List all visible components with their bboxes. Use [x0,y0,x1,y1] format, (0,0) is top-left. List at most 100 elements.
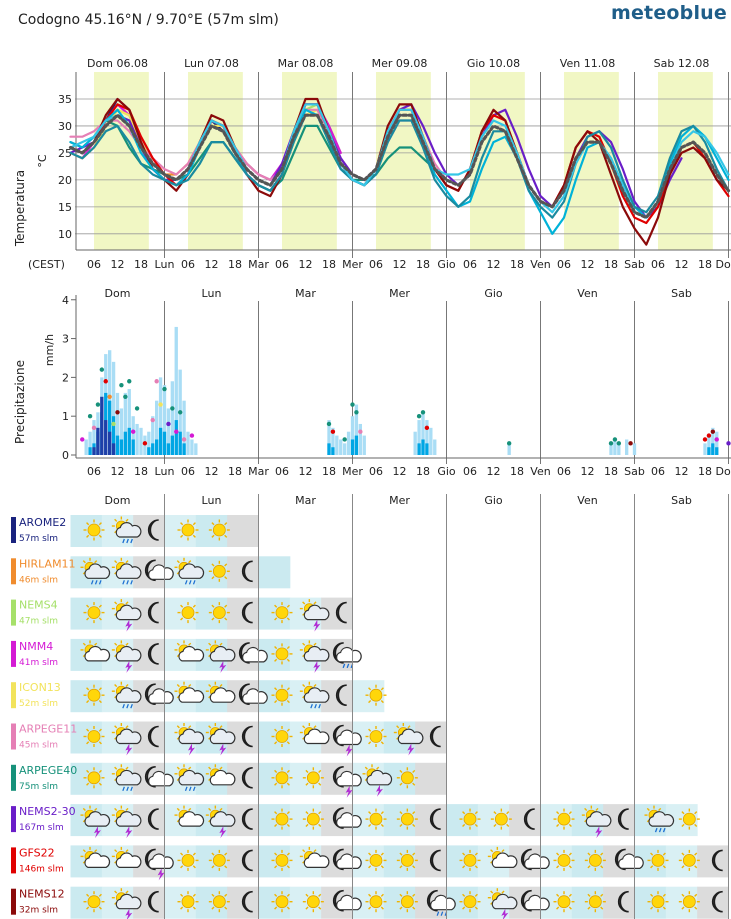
sun-ray [380,865,384,869]
precip-bar-intense [92,447,96,455]
forecast-band [227,515,259,547]
model-precip-dot [616,441,622,446]
rain-drop [436,911,440,916]
sun-ray [286,811,290,815]
sun-disc [682,895,696,909]
model-precip-dot [726,441,731,446]
precip-bar-light [119,408,124,455]
rain-drop [126,786,129,792]
precip-bar-light [339,439,343,455]
sun-ray [211,534,215,538]
sun-ray [556,865,560,869]
cloud-shape [524,894,550,911]
precip-bar-light [331,427,335,455]
lightning-bolt [125,826,133,839]
sun-ray [274,728,278,732]
sun-ray [318,782,322,786]
lightning-bolt [125,743,133,756]
hour-tick-label: 06 [557,258,571,271]
sun-ray [98,728,102,732]
model-color-swatch [11,723,16,750]
model-elevation: 46m slm [19,575,58,585]
precip-bar-intense [100,396,104,455]
rain-drop [342,663,346,669]
model-elevation: 47m slm [19,617,58,627]
lightning-bolt [501,908,509,919]
sun-ray [86,906,90,910]
y-tick-label: 2 [62,371,69,384]
sun-cloud-rain-icon [299,681,330,709]
sun-ray [114,560,118,564]
hour-tick-label: 18 [134,465,148,478]
sun-ray [224,617,228,621]
sun-disc [212,523,226,537]
sun-ray [188,725,192,729]
sun-ray [650,865,654,869]
sun-cloud-storm-icon [299,599,330,632]
sun-icon [208,891,230,913]
sun-ray [94,849,98,853]
precip-bar-light [84,439,88,455]
y-axis-unit: °C [36,154,49,168]
sun-ray [208,766,212,770]
sun-icon [177,602,199,624]
lightning-bolt [407,743,415,756]
sun-ray [462,811,466,815]
precip-bar-light [182,400,186,455]
precip-bar [170,435,174,455]
model-precip-dot [111,421,116,427]
cloud-shape [648,811,675,827]
precip-bar [327,443,331,455]
sun-ray [125,560,129,564]
sun-ray [368,687,372,691]
sun-ray [600,865,604,869]
sun-ray [380,823,384,828]
precip-bar-light [111,361,116,455]
sun-ray [224,576,228,580]
sun-ray [568,811,572,815]
model-precip-dot [107,394,112,399]
sun-ray [188,807,192,811]
sun-ray [407,725,411,729]
sun-ray [98,782,102,786]
sun-cloud-icon [174,681,205,703]
precip-bar-light [194,443,198,455]
precip-bar-light [433,439,437,455]
model-elevation: 32m slm [19,906,58,916]
model-precip-dot [330,429,336,434]
model-precip-dot [714,437,719,442]
sun-ray [681,865,685,869]
cloud-shape [209,811,236,827]
sun-icon [177,849,199,871]
sun-ray [82,560,86,564]
cloud-shape [115,687,142,703]
sun-ray [86,617,90,621]
precip-bar-light [131,416,135,455]
precip-bar-light [421,412,425,455]
model-color-swatch [11,517,16,543]
sun-ray [224,852,228,856]
day-label: Mar [295,287,316,300]
sun-ray [219,642,223,646]
precip-bar-light [92,420,96,455]
sun-ray [180,604,184,608]
lightning-bolt [219,743,227,756]
sun-icon [553,849,575,871]
day-label: Sab 12.08 [654,57,710,70]
sun-cloud-icon [80,846,111,868]
sun-ray [474,823,478,828]
location-title: Codogno 45.16°N / 9.70°E (57m slm) [18,12,279,28]
sun-disc [557,853,571,867]
cloud-shape [209,645,236,662]
precip-bar [331,447,335,455]
precip-bar-light [147,431,151,455]
cloud-shape [115,728,142,745]
cloud-shape [618,853,644,869]
brand-logo[interactable]: meteoblue [610,2,727,24]
moon-cloud-rain-icon [332,642,362,669]
hour-tick-label: 18 [134,258,148,271]
sun-ray [125,518,129,522]
model-precip-dot [424,425,430,431]
sun-cloud-rain-icon [111,516,142,544]
lightning-bolt [125,908,133,919]
